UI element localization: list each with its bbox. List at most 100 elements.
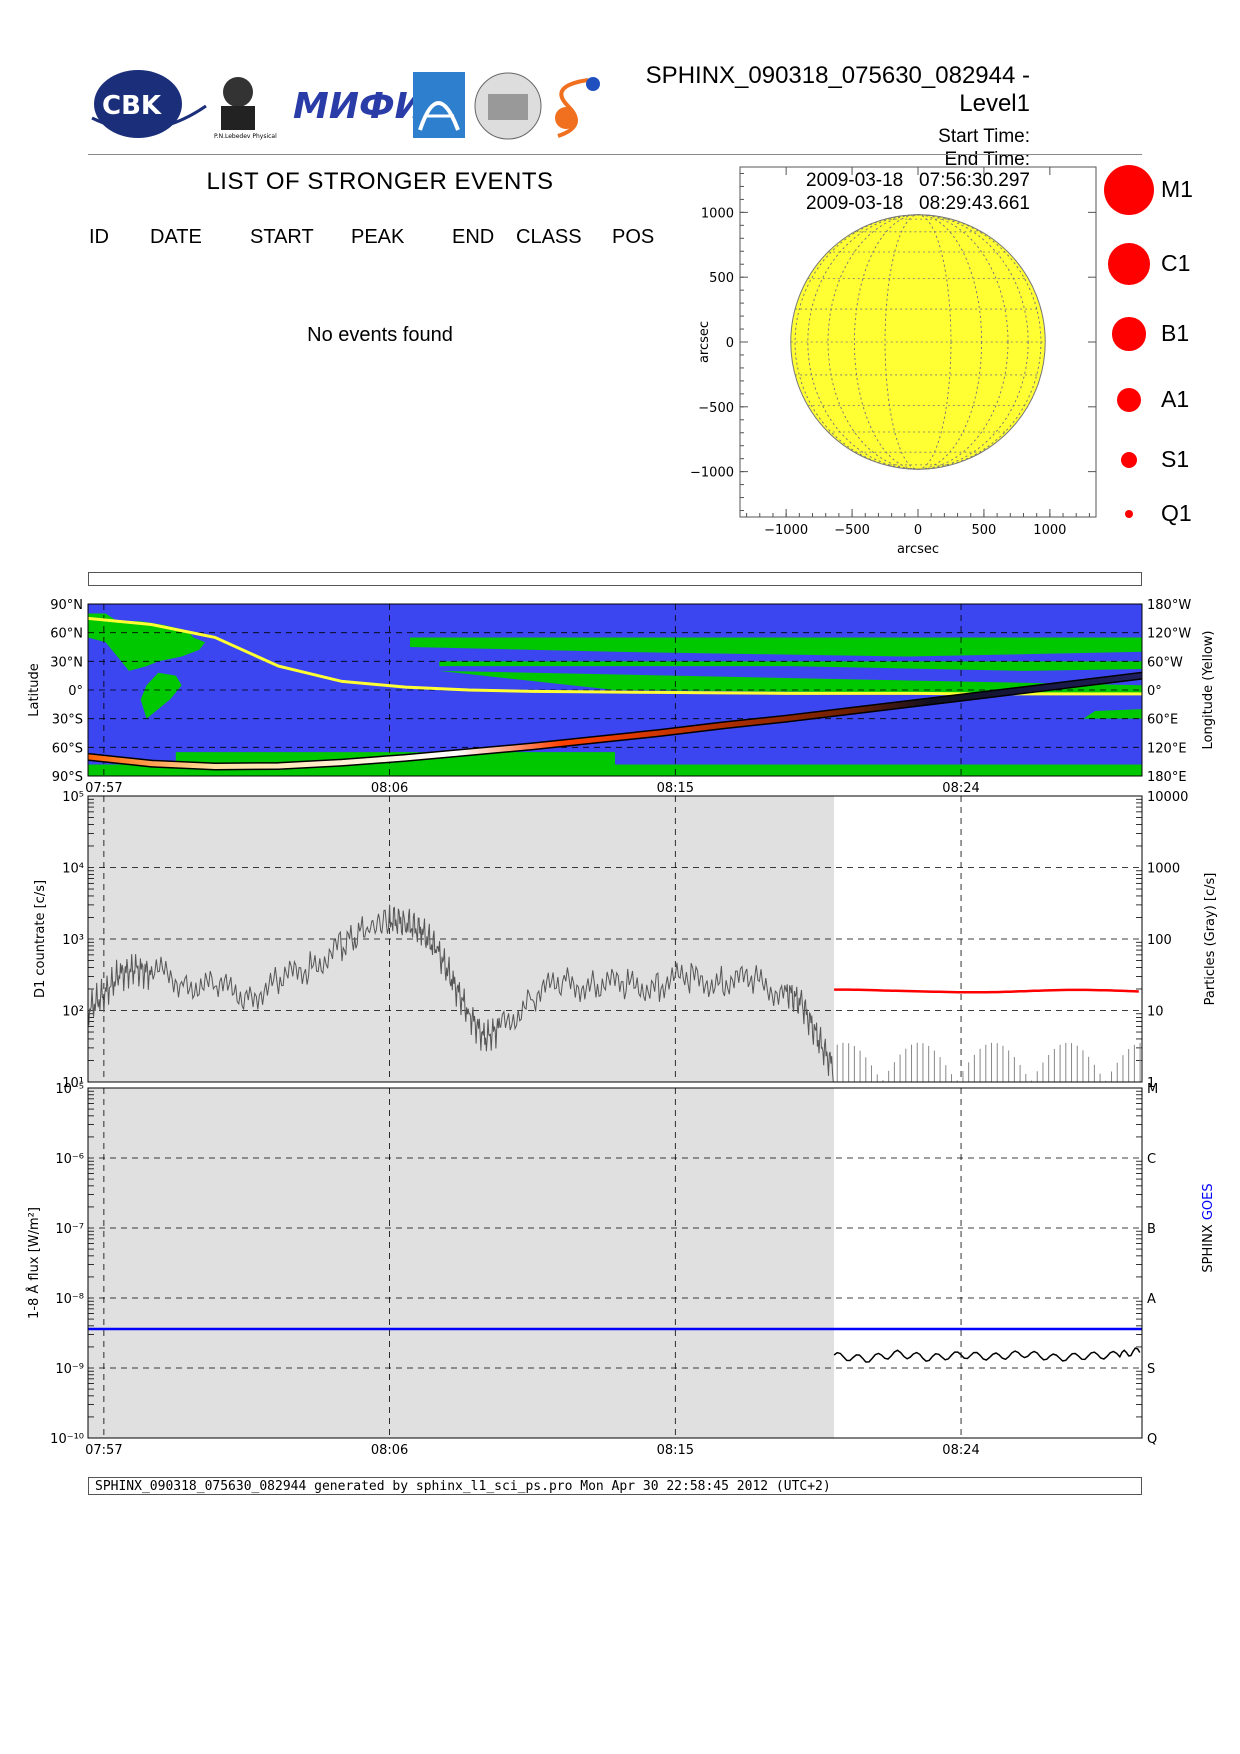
footer-info: SPHINX_090318_075630_082944 generated by… bbox=[88, 1477, 1142, 1495]
panel-time-tick-label: 07:57 bbox=[85, 1443, 122, 1458]
panel-right-tick-label: 10000 bbox=[1147, 790, 1188, 805]
svg-text:P.N.Lebedev Physical: P.N.Lebedev Physical bbox=[214, 133, 277, 140]
orbit-lon-tick-label: 60°E bbox=[1147, 713, 1178, 728]
info-bar bbox=[88, 572, 1142, 586]
panel-y-tick-label: 10⁻⁷ bbox=[55, 1222, 84, 1237]
orbit-lon-tick-label: 60°W bbox=[1147, 655, 1183, 670]
orbit-lat-tick-label: 60°S bbox=[52, 741, 83, 756]
panel-y-tick-label: 10⁵ bbox=[62, 790, 84, 805]
disk-y-tick-label: −1000 bbox=[690, 466, 734, 481]
panel-right-tick-label: 1 bbox=[1147, 1076, 1155, 1091]
legend-dot-c1 bbox=[1108, 243, 1150, 285]
d1-countrate-panel: 10¹ 1 10² 10 10³ 100 10⁴ 1000 10⁵ 10000 D1 countra… bbox=[33, 790, 1218, 1091]
logo-strip: CBK P.N.Lebedev Physical MИФИ bbox=[88, 66, 628, 146]
disk-x-tick-label: 500 bbox=[972, 523, 997, 538]
disk-y-tick-label: −500 bbox=[698, 401, 734, 416]
orbit-lon-tick-label: 120°W bbox=[1147, 627, 1191, 642]
latitude-track bbox=[87, 673, 1143, 769]
col-peak: PEAK bbox=[351, 226, 405, 248]
disk-grid bbox=[790, 214, 1046, 470]
legend-label-c1: C1 bbox=[1161, 250, 1191, 276]
d1-countrate-series bbox=[87, 904, 834, 1083]
disk-y-tick-label: 1000 bbox=[701, 206, 734, 221]
sphinx-label: SPHINX bbox=[1201, 1220, 1216, 1272]
land-mass bbox=[140, 672, 182, 719]
disk-ticks: −1000 −500 0 500 1000 −1000 −500 0 500 1000 bbox=[690, 167, 1096, 538]
start-time-value: 2009-03-18 07:56:30.297 bbox=[806, 170, 1030, 191]
panel-right-tick-label: C bbox=[1147, 1152, 1156, 1167]
cbk-logo: CBK bbox=[91, 70, 207, 138]
legend-label-b1: B1 bbox=[1161, 320, 1190, 346]
col-pos: POS bbox=[612, 226, 655, 248]
arrow-logo-icon bbox=[413, 72, 465, 138]
legend-label-m1: M1 bbox=[1161, 176, 1193, 202]
panel-y-tick-label: 10⁻⁵ bbox=[55, 1082, 84, 1097]
header-divider bbox=[88, 154, 1142, 155]
legend-dot-s1 bbox=[1120, 451, 1138, 469]
panel-y-tick-label: 10⁻¹⁰ bbox=[50, 1432, 84, 1447]
longitude-track bbox=[87, 616, 1142, 696]
land-mass bbox=[88, 613, 206, 671]
start-time-row: Start Time: 2009-03-18 07:56:30.297 bbox=[690, 104, 1030, 192]
panel-right-tick-label: A bbox=[1147, 1292, 1156, 1307]
particles-series bbox=[834, 988, 1139, 994]
panel-y-tick-label: 10⁴ bbox=[62, 862, 84, 877]
orbit-lat-tick-label: 30°N bbox=[50, 655, 83, 670]
disk-x-tick-label: 0 bbox=[914, 523, 922, 538]
orbit-lon-tick-label: 180°W bbox=[1147, 598, 1191, 613]
header-title: SPHINX_090318_075630_082944 - Level1 bbox=[645, 62, 1030, 117]
longitude-grid-line bbox=[794, 214, 1042, 470]
solar-disk-chart: −1000 −500 0 500 1000 −1000 −500 0 500 1000 arcse… bbox=[690, 166, 1097, 557]
orbit-lon-tick-label: 180°E bbox=[1147, 770, 1187, 785]
panel-right-tick-label: S bbox=[1147, 1362, 1155, 1377]
orbit-lat-tick-label: 0° bbox=[68, 684, 83, 699]
time-series-panels: 90°N 180°W 60°N 120°W 30°N 60°W 0° 0° 30°S 60°E 60… bbox=[26, 598, 1218, 1458]
d1-y-label-left: D1 countrate [c/s] bbox=[33, 880, 48, 998]
land-mass bbox=[410, 637, 1142, 657]
no-events-message: No events found bbox=[307, 324, 453, 346]
class-legend: M1 C1 B1 A1 S1 Q1 bbox=[1104, 160, 1225, 540]
disk-y-axis-label: arcsec bbox=[697, 321, 712, 363]
goes-label: GOES bbox=[1201, 1183, 1216, 1220]
mifi-logo: MИФИ bbox=[293, 86, 425, 127]
panel-right-tick-label: M bbox=[1147, 1082, 1158, 1097]
svg-text:MИФИ: MИФИ bbox=[293, 86, 425, 127]
d1-y-label-right: Particles (Gray) [c/s] bbox=[1203, 873, 1218, 1006]
panel-time-tick-label: 08:24 bbox=[942, 1443, 979, 1458]
observatory-logo bbox=[474, 72, 542, 140]
col-end: END bbox=[452, 226, 495, 248]
goes-frame bbox=[87, 1087, 1143, 1439]
sun-logo-icon bbox=[555, 77, 600, 138]
orbit-lat-tick-label: 90°N bbox=[50, 598, 83, 613]
end-time-value: 2009-03-18 08:29:43.661 bbox=[806, 193, 1030, 214]
land-mass bbox=[439, 670, 1142, 695]
disk-x-tick-label: −1000 bbox=[764, 523, 808, 538]
disk-x-axis-label: arcsec bbox=[897, 542, 939, 557]
orbit-map-panel: 90°N 180°W 60°N 120°W 30°N 60°W 0° 0° 30°S 60°E 60… bbox=[27, 598, 1216, 796]
panel-right-tick-label: 10 bbox=[1147, 1005, 1164, 1020]
orbit-frame bbox=[87, 603, 1143, 777]
orbit-time-tick-label: 08:24 bbox=[942, 781, 979, 796]
panel-time-tick-label: 08:06 bbox=[371, 1443, 408, 1458]
no-data-region bbox=[88, 1088, 835, 1438]
end-time-row: End Time: 2009-03-18 08:29:43.661 bbox=[690, 127, 1030, 215]
goes-y-label-left: 1-8 Å flux [W/m²] bbox=[26, 1207, 42, 1319]
orbit-time-tick-label: 07:57 bbox=[85, 781, 122, 796]
goes-flux-panel: 10⁻¹⁰ Q 10⁻⁹ S 10⁻⁸ A 10⁻⁷ B 10⁻⁶ C 10⁻⁵ M 07:57 08:0… bbox=[26, 1082, 1216, 1458]
legend-label-q1: Q1 bbox=[1161, 500, 1192, 526]
orbit-lat-tick-label: 60°N bbox=[50, 627, 83, 642]
goes-y-label-right: SPHINX GOES bbox=[1201, 1183, 1216, 1272]
sphinx-series bbox=[833, 1347, 1141, 1363]
col-class: CLASS bbox=[516, 226, 582, 248]
orbit-lon-tick-label: 0° bbox=[1147, 684, 1162, 699]
orbit-y-label-left: Latitude bbox=[27, 663, 42, 717]
disk-x-tick-label: 1000 bbox=[1033, 523, 1066, 538]
panel-y-tick-label: 10³ bbox=[62, 933, 84, 948]
legend-label-a1: A1 bbox=[1161, 386, 1190, 412]
panel-right-tick-label: 1000 bbox=[1147, 862, 1180, 877]
orbit-lat-tick-label: 90°S bbox=[52, 770, 83, 785]
disk-x-tick-label: −500 bbox=[834, 523, 870, 538]
legend-dot-m1 bbox=[1104, 165, 1154, 215]
antarctica bbox=[88, 764, 1142, 776]
orbit-time-tick-label: 08:06 bbox=[371, 781, 408, 796]
